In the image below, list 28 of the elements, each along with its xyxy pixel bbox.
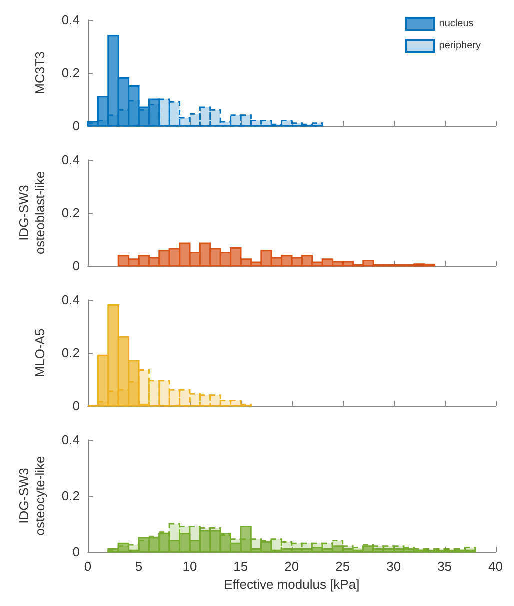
y-tick-label: 0 [72, 544, 80, 560]
y-tick-label: 0 [72, 398, 80, 414]
legend-label: periphery [439, 40, 482, 52]
y-axis-title: IDG-SW3 osteoblast-like [16, 171, 48, 255]
y-axis-title: MC3T3 [32, 52, 48, 94]
x-tick-label: 40 [488, 559, 504, 574]
x-tick-label: 30 [386, 559, 402, 574]
y-axis-title: MLO-A5 [32, 328, 48, 378]
y-tick-label: 0.2 [62, 346, 80, 360]
y-tick-label: 0 [72, 118, 80, 134]
y-tick-label: 0 [72, 258, 80, 274]
y-axis-title: IDG-SW3 osteocyte-like [16, 456, 48, 536]
x-tick-label: 20 [284, 559, 300, 574]
x-tick-label: 25 [336, 559, 350, 574]
x-axis-title: Effective modulus [kPa] [224, 577, 360, 592]
x-tick-label: 5 [135, 559, 143, 574]
y-tick-label: 0.4 [62, 12, 80, 28]
y-tick-label: 0.4 [62, 432, 80, 448]
y-tick-label: 0.2 [62, 66, 80, 80]
x-tick-label: 35 [438, 559, 452, 574]
x-tick-label: 15 [234, 559, 248, 574]
y-tick-label: 0.4 [62, 152, 80, 168]
legend-label: nucleus [439, 18, 474, 30]
y-tick-label: 0.2 [62, 488, 80, 504]
x-tick-label: 10 [182, 559, 198, 574]
y-tick-label: 0.2 [62, 206, 80, 220]
y-tick-label: 0.4 [62, 292, 80, 308]
x-tick-label: 0 [84, 559, 92, 574]
